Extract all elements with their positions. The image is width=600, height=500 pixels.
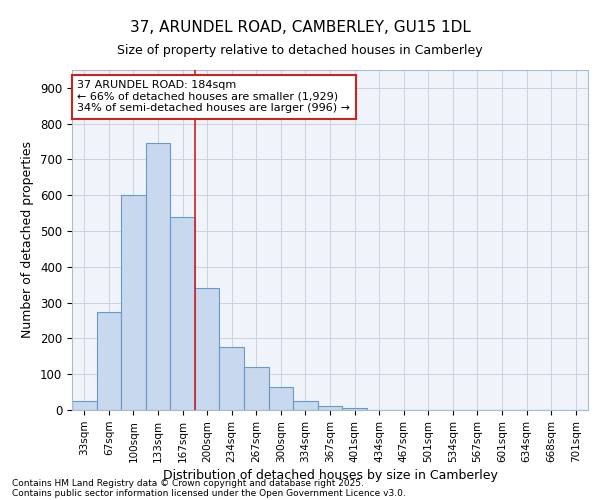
Bar bbox=[195, 288, 220, 410]
Bar bbox=[146, 144, 170, 410]
Text: Contains public sector information licensed under the Open Government Licence v3: Contains public sector information licen… bbox=[12, 488, 406, 498]
Text: 37 ARUNDEL ROAD: 184sqm
← 66% of detached houses are smaller (1,929)
34% of semi: 37 ARUNDEL ROAD: 184sqm ← 66% of detache… bbox=[77, 80, 350, 114]
Bar bbox=[269, 386, 293, 410]
Bar bbox=[318, 406, 342, 410]
Bar bbox=[220, 348, 244, 410]
Y-axis label: Number of detached properties: Number of detached properties bbox=[22, 142, 34, 338]
Bar bbox=[244, 367, 269, 410]
Text: Contains HM Land Registry data © Crown copyright and database right 2025.: Contains HM Land Registry data © Crown c… bbox=[12, 478, 364, 488]
Bar bbox=[121, 196, 146, 410]
Text: Size of property relative to detached houses in Camberley: Size of property relative to detached ho… bbox=[117, 44, 483, 58]
Bar bbox=[97, 312, 121, 410]
Bar bbox=[342, 408, 367, 410]
X-axis label: Distribution of detached houses by size in Camberley: Distribution of detached houses by size … bbox=[163, 469, 497, 482]
Text: 37, ARUNDEL ROAD, CAMBERLEY, GU15 1DL: 37, ARUNDEL ROAD, CAMBERLEY, GU15 1DL bbox=[130, 20, 470, 35]
Bar bbox=[170, 216, 195, 410]
Bar bbox=[293, 401, 318, 410]
Bar bbox=[72, 401, 97, 410]
